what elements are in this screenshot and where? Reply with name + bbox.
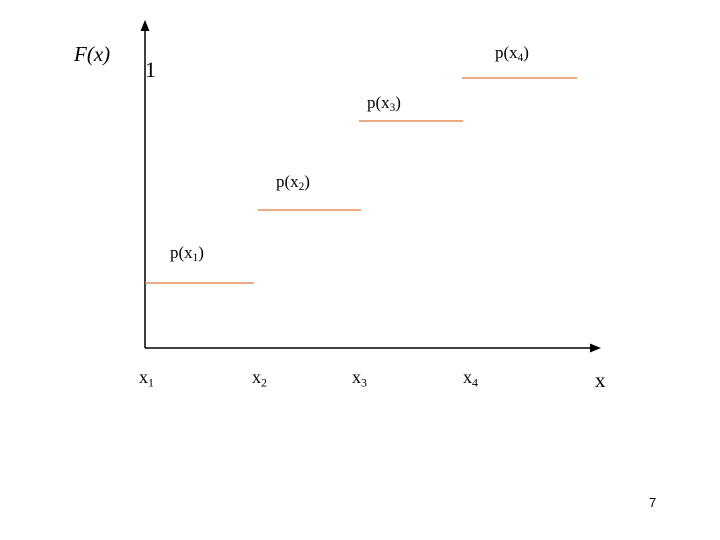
page-number: 7: [649, 495, 657, 510]
y-axis-max-tick: 1: [145, 57, 156, 82]
y-axis-label: F(x): [74, 42, 111, 66]
step-label-3: p(x3): [367, 93, 401, 115]
x-axis-arrow: [590, 343, 601, 353]
x-tick-3: x3: [352, 367, 367, 390]
x-axis-label: x: [595, 368, 606, 392]
step-label-2: p(x2): [276, 172, 310, 194]
step-label-1: p(x1): [170, 243, 204, 265]
x-tick-1: x1: [139, 367, 154, 390]
x-tick-2: x2: [252, 367, 267, 390]
y-axis-arrow: [140, 20, 150, 31]
step-label-4: p(x4): [495, 43, 529, 65]
x-tick-4: x4: [463, 367, 478, 390]
